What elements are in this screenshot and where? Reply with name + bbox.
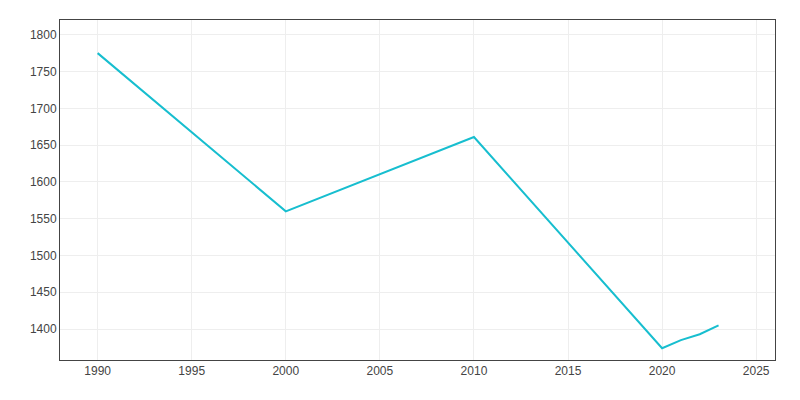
svg-text:1650: 1650 [30,138,57,152]
svg-text:1700: 1700 [30,102,57,116]
svg-text:2015: 2015 [555,364,582,378]
svg-text:1450: 1450 [30,285,57,299]
svg-text:1995: 1995 [178,364,205,378]
svg-text:2000: 2000 [272,364,299,378]
svg-text:1990: 1990 [84,364,111,378]
svg-text:2010: 2010 [461,364,488,378]
svg-text:2005: 2005 [367,364,394,378]
svg-text:1750: 1750 [30,65,57,79]
svg-text:1550: 1550 [30,212,57,226]
svg-text:1400: 1400 [30,322,57,336]
svg-text:2020: 2020 [649,364,676,378]
svg-text:1600: 1600 [30,175,57,189]
svg-text:2025: 2025 [743,364,770,378]
svg-text:1500: 1500 [30,249,57,263]
svg-text:1800: 1800 [30,28,57,42]
